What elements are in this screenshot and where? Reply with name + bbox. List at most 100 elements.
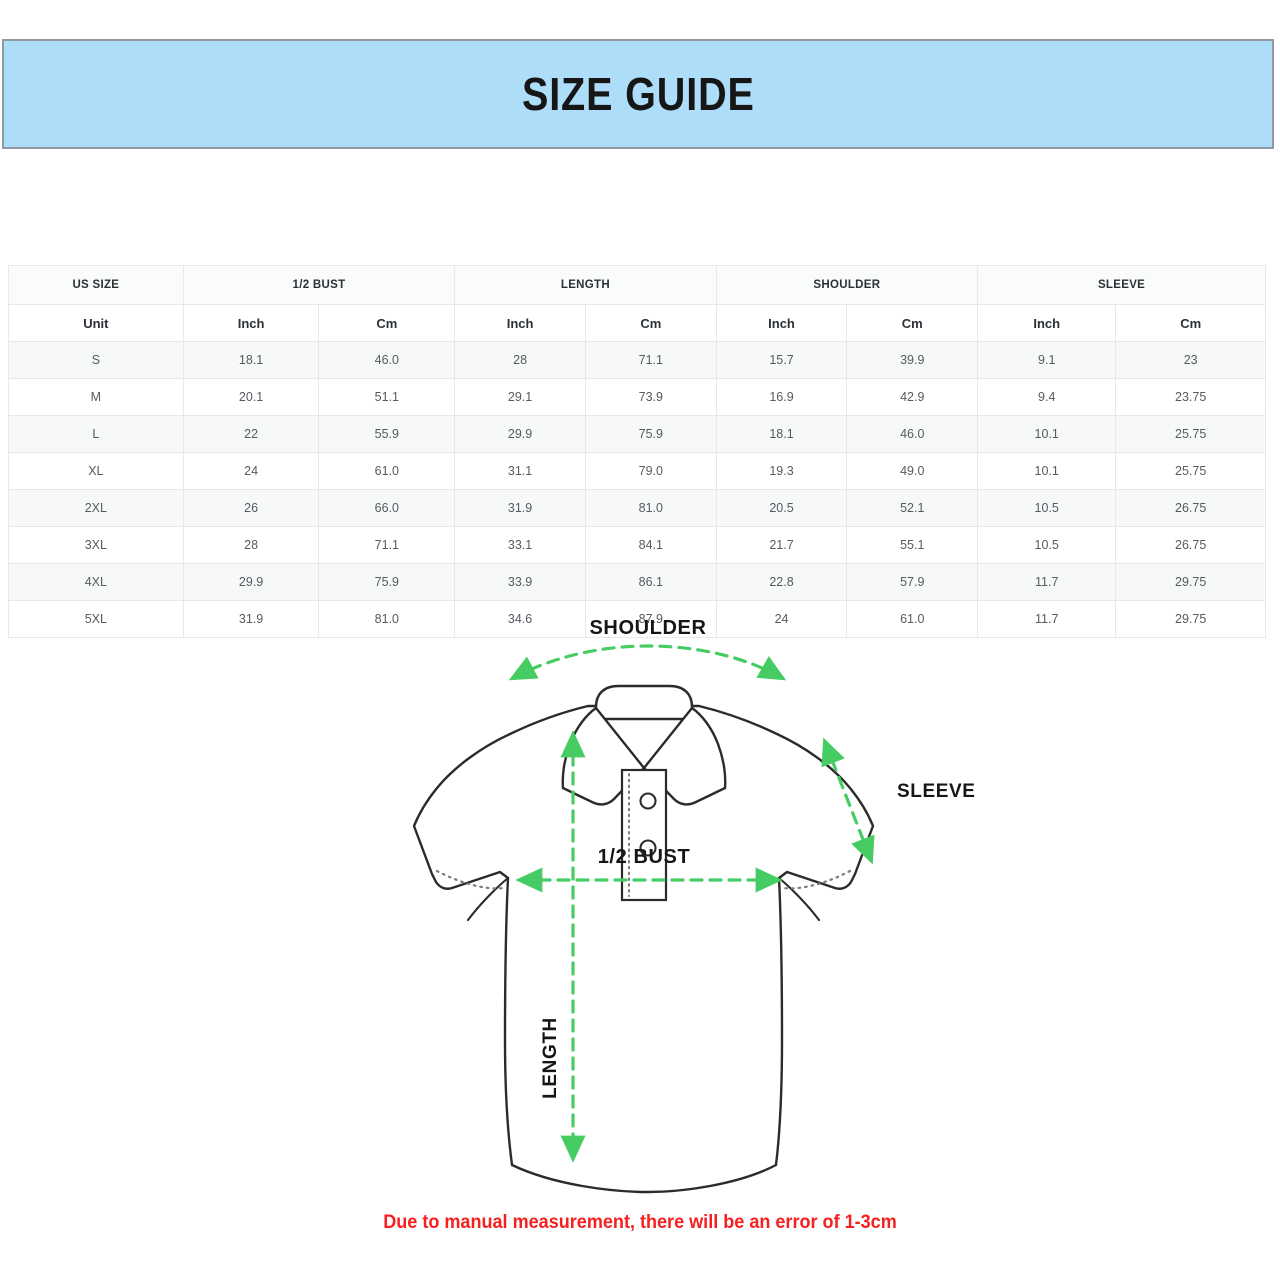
table-row: S 18.1 46.0 28 71.1 15.7 39.9 9.1 23 — [8, 341, 1266, 379]
cell-bust-cm: 66.0 — [318, 489, 456, 527]
cell-length-inch: 29.1 — [454, 378, 586, 416]
sleeve-hem-stitching — [435, 869, 852, 890]
cell-bust-cm: 81.0 — [318, 600, 456, 638]
cell-bust-cm: 75.9 — [318, 563, 456, 601]
cell-shoulder-cm: 61.0 — [846, 600, 979, 638]
cell-length-cm: 79.0 — [584, 452, 717, 490]
cell-length-cm: 75.9 — [584, 415, 717, 453]
cell-shoulder-inch: 20.5 — [715, 489, 848, 527]
cell-bust-inch: 20.1 — [182, 378, 320, 416]
sleeve-label: SLEEVE — [897, 781, 976, 802]
cell-sleeve-inch: 10.5 — [977, 489, 1117, 527]
polo-shirt-diagram: SHOULDER SLEEVE 1/2 BUST LENGTH — [0, 617, 1280, 1210]
placket-button-bottom — [639, 839, 657, 857]
cell-sleeve-cm: 25.75 — [1115, 452, 1266, 490]
cell-bust-inch: 24 — [182, 452, 320, 490]
col-length-inch: Inch — [454, 304, 586, 342]
table-row: 3XL 28 71.1 33.1 84.1 21.7 55.1 10.5 26.75 — [8, 526, 1266, 564]
cell-shoulder-cm: 57.9 — [846, 563, 979, 601]
cell-length-inch: 33.9 — [454, 563, 586, 601]
col-shoulder-inch: Inch — [715, 304, 848, 342]
cell-length-inch: 31.1 — [454, 452, 586, 490]
col-group-us-size: US SIZE — [8, 265, 184, 305]
table-unit-header-row: Unit Inch Cm Inch Cm Inch Cm Inch Cm — [8, 304, 1266, 342]
cell-bust-cm: 46.0 — [318, 341, 456, 379]
cell-sleeve-cm: 25.75 — [1115, 415, 1266, 453]
cell-us-size: XL — [8, 452, 184, 490]
shirt-collar — [561, 684, 727, 806]
cell-shoulder-inch: 21.7 — [715, 526, 848, 564]
table-row: 4XL 29.9 75.9 33.9 86.1 22.8 57.9 11.7 29.75 — [8, 563, 1266, 601]
cell-length-cm: 73.9 — [584, 378, 717, 416]
cell-sleeve-cm: 29.75 — [1115, 563, 1266, 601]
table-row: M 20.1 51.1 29.1 73.9 16.9 42.9 9.4 23.75 — [8, 378, 1266, 416]
cell-sleeve-cm: 29.75 — [1115, 600, 1266, 638]
col-sleeve-inch: Inch — [977, 304, 1117, 342]
cell-sleeve-cm: 26.75 — [1115, 526, 1266, 564]
cell-bust-cm: 51.1 — [318, 378, 456, 416]
page-title: SIZE GUIDE — [521, 68, 755, 120]
cell-bust-inch: 29.9 — [182, 563, 320, 601]
size-table-container: US SIZE 1/2 BUST LENGTH SHOULDER SLEEVE … — [8, 265, 1266, 638]
cell-shoulder-cm: 46.0 — [846, 415, 979, 453]
shoulder-measure-arrow — [508, 644, 787, 681]
cell-shoulder-inch: 22.8 — [715, 563, 848, 601]
sleeve-measure-arrow — [821, 737, 875, 865]
cell-sleeve-inch: 10.1 — [977, 452, 1117, 490]
cell-length-cm: 71.1 — [584, 341, 717, 379]
cell-shoulder-inch: 19.3 — [715, 452, 848, 490]
col-sleeve-cm: Cm — [1115, 304, 1266, 342]
cell-sleeve-inch: 10.1 — [977, 415, 1117, 453]
cell-shoulder-inch: 15.7 — [715, 341, 848, 379]
col-group-shoulder: SHOULDER — [715, 265, 979, 305]
table-row: L 22 55.9 29.9 75.9 18.1 46.0 10.1 25.75 — [8, 415, 1266, 453]
cell-shoulder-cm: 55.1 — [846, 526, 979, 564]
cell-us-size: M — [8, 378, 184, 416]
col-bust-cm: Cm — [318, 304, 456, 342]
length-label: LENGTH — [540, 1017, 561, 1099]
cell-us-size: 2XL — [8, 489, 184, 527]
bust-label: 1/2 BUST — [598, 846, 691, 868]
col-group-sleeve: SLEEVE — [977, 265, 1266, 305]
cell-length-cm: 87.9 — [584, 600, 717, 638]
cell-bust-inch: 26 — [182, 489, 320, 527]
table-group-header-row: US SIZE 1/2 BUST LENGTH SHOULDER SLEEVE — [8, 265, 1266, 305]
cell-shoulder-cm: 42.9 — [846, 378, 979, 416]
cell-bust-cm: 55.9 — [318, 415, 456, 453]
table-row: 5XL 31.9 81.0 34.6 87.9 24 61.0 11.7 29.75 — [8, 600, 1266, 638]
cell-shoulder-cm: 52.1 — [846, 489, 979, 527]
table-row: 2XL 26 66.0 31.9 81.0 20.5 52.1 10.5 26.75 — [8, 489, 1266, 527]
cell-sleeve-inch: 10.5 — [977, 526, 1117, 564]
cell-length-inch: 28 — [454, 341, 586, 379]
cell-sleeve-cm: 26.75 — [1115, 489, 1266, 527]
table-row: XL 24 61.0 31.1 79.0 19.3 49.0 10.1 25.75 — [8, 452, 1266, 490]
col-group-bust: 1/2 BUST — [182, 265, 456, 305]
cell-length-inch: 31.9 — [454, 489, 586, 527]
cell-length-inch: 34.6 — [454, 600, 586, 638]
col-shoulder-cm: Cm — [846, 304, 979, 342]
cell-us-size: 5XL — [8, 600, 184, 638]
measurement-disclaimer: Due to manual measurement, there will be… — [383, 1212, 897, 1233]
cell-sleeve-inch: 9.1 — [977, 341, 1117, 379]
col-group-length: LENGTH — [454, 265, 717, 305]
cell-bust-inch: 22 — [182, 415, 320, 453]
cell-bust-inch: 28 — [182, 526, 320, 564]
cell-shoulder-inch: 18.1 — [715, 415, 848, 453]
cell-sleeve-inch: 9.4 — [977, 378, 1117, 416]
cell-shoulder-cm: 49.0 — [846, 452, 979, 490]
size-table-body: S 18.1 46.0 28 71.1 15.7 39.9 9.1 23 M 20.1 51.1 29.… — [8, 341, 1266, 638]
cell-shoulder-cm: 39.9 — [846, 341, 979, 379]
cell-us-size: 3XL — [8, 526, 184, 564]
cell-length-cm: 81.0 — [584, 489, 717, 527]
cell-us-size: L — [8, 415, 184, 453]
cell-bust-cm: 71.1 — [318, 526, 456, 564]
size-chart-table: US SIZE 1/2 BUST LENGTH SHOULDER SLEEVE … — [8, 265, 1266, 638]
cell-length-inch: 33.1 — [454, 526, 586, 564]
col-bust-inch: Inch — [182, 304, 320, 342]
cell-shoulder-inch: 16.9 — [715, 378, 848, 416]
cell-bust-inch: 18.1 — [182, 341, 320, 379]
col-length-cm: Cm — [584, 304, 717, 342]
shoulder-label: SHOULDER — [589, 620, 706, 639]
cell-bust-cm: 61.0 — [318, 452, 456, 490]
cell-sleeve-cm: 23 — [1115, 341, 1266, 379]
